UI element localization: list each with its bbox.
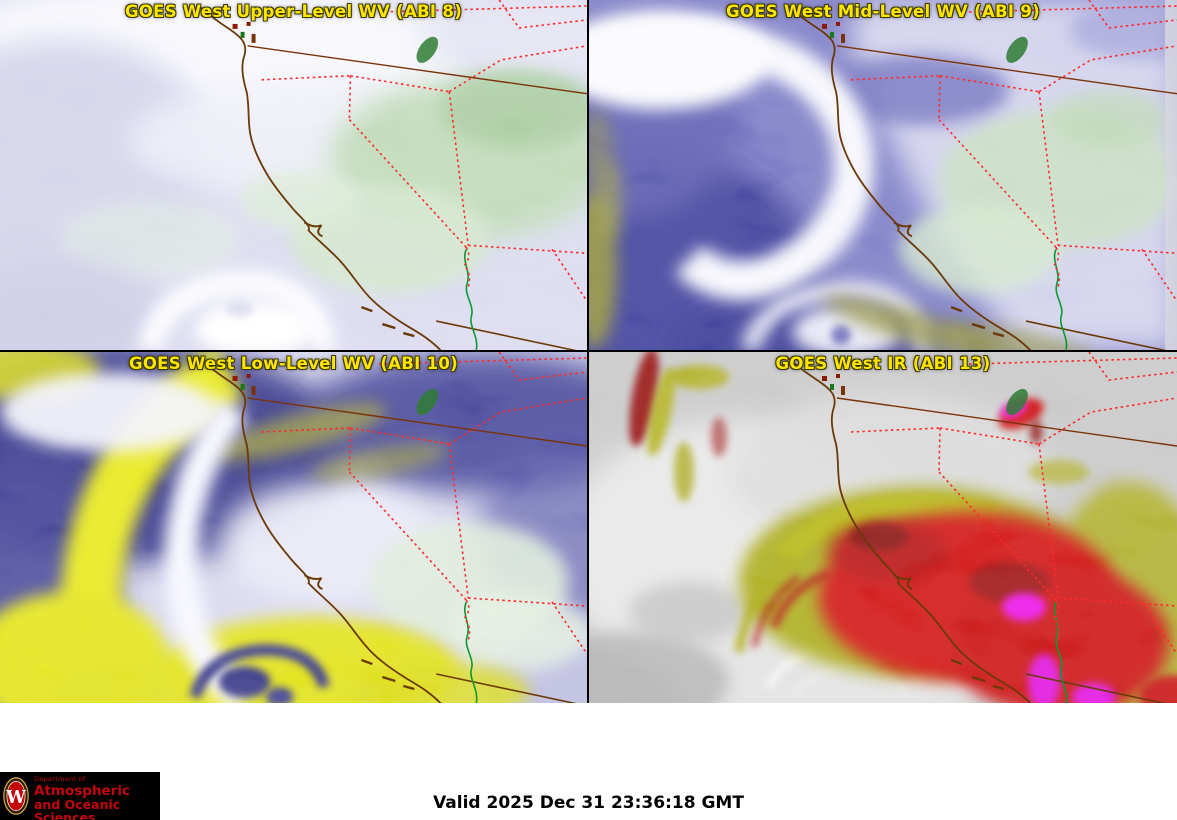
footer: W Department of Atmospheric and Oceanic …: [0, 703, 1177, 820]
uw-crest-icon: W: [3, 777, 29, 815]
satellite-image-abi8: [0, 0, 587, 350]
valid-timestamp: Valid 2025 Dec 31 23:36:18 GMT: [433, 793, 744, 813]
panel-title-abi9: GOES West Mid-Level WV (ABI 9): [725, 2, 1041, 21]
satellite-panel-grid: GOES West Upper-Level WV (ABI 8): [0, 0, 1177, 703]
panel-low-level-wv: GOES West Low-Level WV (ABI 10): [0, 352, 587, 703]
panel-title-abi10: GOES West Low-Level WV (ABI 10): [128, 354, 458, 373]
logo-dept-prefix: Department of: [34, 775, 86, 783]
crest-letter: W: [5, 788, 26, 808]
satellite-image-abi9: [589, 0, 1177, 350]
panel-title-abi8: GOES West Upper-Level WV (ABI 8): [124, 2, 463, 21]
panel-mid-level-wv: GOES West Mid-Level WV (ABI 9): [589, 0, 1177, 350]
logo-line2: and Oceanic Sciences: [34, 797, 121, 820]
satellite-image-abi13: [589, 352, 1177, 703]
satellite-image-abi10: [0, 352, 587, 703]
panel-title-abi13: GOES West IR (ABI 13): [775, 354, 991, 373]
panel-upper-level-wv: GOES West Upper-Level WV (ABI 8): [0, 0, 587, 350]
logo-text: Department of Atmospheric and Oceanic Sc…: [34, 776, 160, 820]
panel-ir: GOES West IR (ABI 13): [589, 352, 1177, 703]
uw-aos-logo: W Department of Atmospheric and Oceanic …: [0, 772, 160, 820]
logo-line1: Atmospheric: [34, 782, 130, 799]
